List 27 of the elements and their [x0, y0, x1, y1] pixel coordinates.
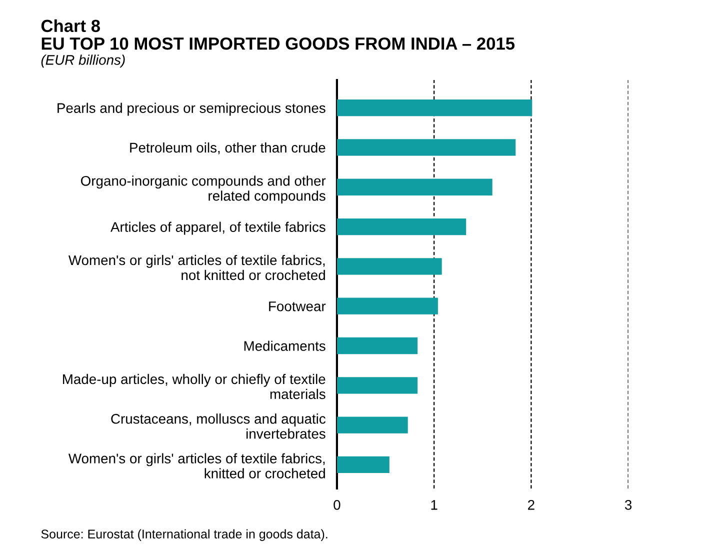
bar	[336, 456, 390, 474]
y-tick-label: Footwear	[269, 302, 326, 312]
y-tick-label: Made-up articles, wholly or chiefly of textile materials	[63, 374, 326, 400]
bar	[336, 337, 418, 354]
bar	[336, 377, 418, 394]
x-tick-label: 2	[528, 500, 534, 510]
y-tick-label: Organo-inorganic compounds and other related compounds	[81, 176, 326, 204]
y-tick-label: Women's or girls' articles of textile fabrics, not knitted or crocheted	[68, 254, 325, 280]
source-note: Source: Eurostat (International trade in goods data).	[41, 529, 328, 541]
bar	[336, 416, 408, 434]
x-tick-label: 0	[334, 500, 340, 510]
text: (EUR billions)	[41, 54, 125, 68]
x-tick-label: 1	[431, 500, 438, 510]
bar	[336, 99, 532, 116]
bar	[336, 139, 516, 156]
y-tick-label: Pearls and precious or semiprecious stones	[58, 102, 326, 116]
x-tick-label: 3	[624, 500, 632, 510]
bar	[336, 178, 492, 196]
bar	[336, 218, 466, 236]
y-tick-label: Articles of apparel, of textile fabrics	[110, 222, 326, 235]
bar	[336, 258, 442, 275]
bar	[336, 298, 438, 314]
y-tick-label: Petroleum oils, other than crude	[130, 142, 326, 154]
y-tick-label: Medicaments	[244, 340, 326, 351]
y-tick-label: Women's or girls' articles of textile fabrics, knitted or crocheted	[68, 453, 325, 478]
y-tick-label: Crustaceans, molluscs and aquatic invertebrates	[111, 414, 326, 439]
chart-title: Chart 8 EU TOP 10 MOST IMPORTED GOODS FROM INDIA – 2015	[41, 19, 515, 50]
